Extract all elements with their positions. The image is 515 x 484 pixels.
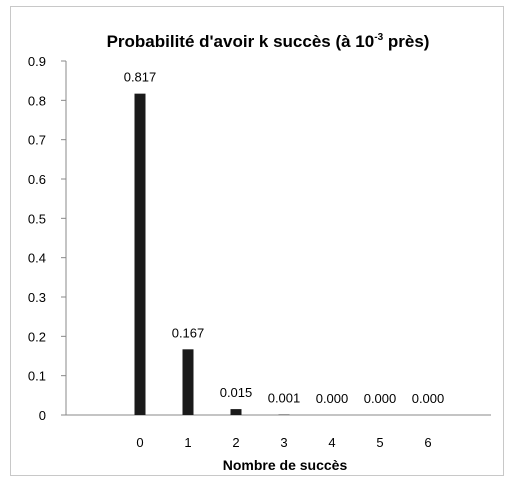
data-label-3: 0.001: [268, 391, 301, 406]
x-tick-label-6: 6: [424, 435, 431, 450]
bar-0: [134, 93, 146, 415]
x-tick-label-2: 2: [232, 435, 239, 450]
y-tick-label: 0.7: [28, 133, 46, 148]
x-tick-label-0: 0: [136, 435, 143, 450]
data-label-2: 0.015: [220, 385, 253, 400]
y-tick-label: 0.3: [28, 290, 46, 305]
y-tick-label: 0.8: [28, 93, 46, 108]
y-tick-label: 0.1: [28, 369, 46, 384]
x-ticks: 0 1 2 3 4 5 6: [136, 435, 431, 450]
bars: [134, 93, 290, 415]
x-tick-label-4: 4: [328, 435, 335, 450]
data-label-6: 0.000: [412, 391, 445, 406]
y-tick-label: 0.6: [28, 172, 46, 187]
y-tick-label: 0.4: [28, 251, 46, 266]
y-tick-label: 0.2: [28, 329, 46, 344]
chart-frame: [10, 6, 504, 476]
x-tick-label-5: 5: [376, 435, 383, 450]
x-tick-label-3: 3: [280, 435, 287, 450]
y-tick-label: 0: [39, 408, 46, 423]
data-label-5: 0.000: [364, 391, 397, 406]
bar-2: [230, 409, 242, 415]
y-tick-label: 0.9: [28, 54, 46, 69]
chart-title: Probabilité d'avoir k succès (à 10-3 prè…: [107, 32, 430, 51]
chart-title-exponent: -3: [374, 32, 383, 43]
y-tick-label: 0.5: [28, 211, 46, 226]
y-ticks: 0 0.1 0.2 0.3 0.4 0.5 0.6 0.7 0.8 0.9: [28, 54, 66, 423]
bar-1: [182, 349, 194, 415]
data-label-4: 0.000: [316, 391, 349, 406]
data-labels: 0.817 0.167 0.015 0.001 0.000 0.000 0.000: [124, 70, 445, 406]
data-label-1: 0.167: [172, 325, 205, 340]
chart-title-main: Probabilité d'avoir k succès (à 10: [107, 32, 375, 51]
x-tick-label-1: 1: [184, 435, 191, 450]
chart-title-end: près): [383, 32, 429, 51]
data-label-0: 0.817: [124, 70, 157, 85]
x-axis-title: Nombre de succès: [223, 457, 348, 473]
